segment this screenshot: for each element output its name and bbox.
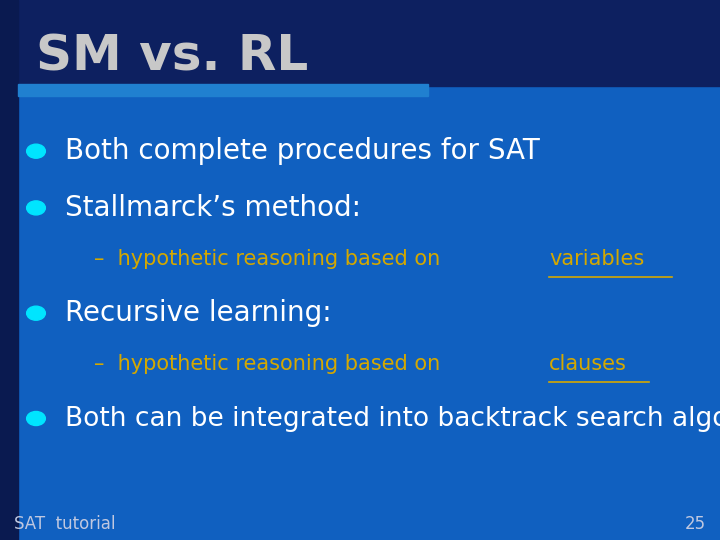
Bar	[18, 84, 428, 96]
Text: Stallmarck’s method:: Stallmarck’s method:	[65, 194, 361, 222]
Text: variables: variables	[549, 249, 644, 269]
Circle shape	[27, 411, 45, 426]
Text: clauses: clauses	[549, 354, 627, 375]
Text: 25: 25	[685, 515, 706, 533]
Text: SM vs. RL: SM vs. RL	[36, 33, 308, 80]
Bar	[0, 0, 720, 86]
Bar	[0, 0, 18, 540]
Circle shape	[27, 201, 45, 215]
Circle shape	[27, 306, 45, 320]
Text: SAT  tutorial: SAT tutorial	[14, 515, 116, 533]
Text: –  hypothetic reasoning based on: – hypothetic reasoning based on	[94, 354, 446, 375]
Text: Recursive learning:: Recursive learning:	[65, 299, 331, 327]
Text: Both complete procedures for SAT: Both complete procedures for SAT	[65, 137, 539, 165]
Circle shape	[27, 144, 45, 158]
Text: Both can be integrated into backtrack search algorithms: Both can be integrated into backtrack se…	[65, 406, 720, 431]
Text: –  hypothetic reasoning based on: – hypothetic reasoning based on	[94, 249, 446, 269]
